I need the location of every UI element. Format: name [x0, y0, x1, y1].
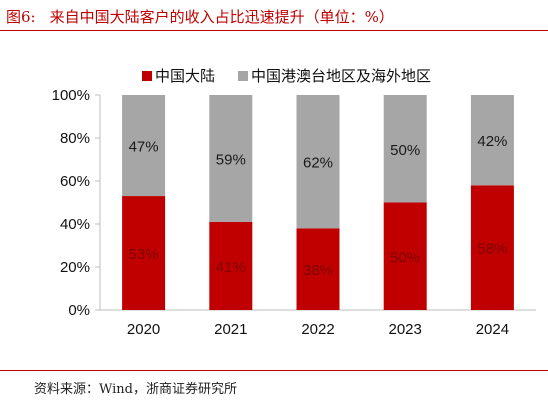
bar-segment — [122, 196, 166, 310]
data-label: 62% — [303, 155, 333, 172]
data-label: 58% — [477, 241, 507, 258]
x-tick-label: 2024 — [476, 321, 509, 338]
bar-segment — [209, 221, 253, 310]
figure-title: 图6: 来自中国大陆客户的收入占比迅速提升（单位：%） — [6, 6, 394, 27]
bar-segment — [470, 185, 514, 310]
y-tick-label: 20% — [60, 259, 90, 276]
data-label: 41% — [216, 259, 246, 276]
legend-label: 中国港澳台地区及海外地区 — [251, 68, 431, 85]
y-tick-label: 0% — [68, 302, 90, 319]
bar-segment — [383, 95, 427, 203]
bar-segment — [122, 95, 166, 197]
x-tick-label: 2023 — [389, 321, 422, 338]
y-tick-label: 40% — [60, 216, 90, 233]
source-divider — [0, 370, 548, 371]
y-tick-label: 60% — [60, 173, 90, 190]
title-divider — [0, 30, 548, 31]
legend-swatch — [142, 71, 152, 81]
x-tick-label: 2021 — [214, 321, 247, 338]
data-label: 38% — [303, 262, 333, 279]
data-label: 42% — [477, 133, 507, 150]
legend-label: 中国大陆 — [155, 68, 215, 85]
source-note: 资料来源：Wind，浙商证券研究所 — [34, 382, 237, 397]
bar-segment — [296, 228, 340, 310]
figure-number: 图6: — [6, 8, 36, 26]
bar-segment — [209, 95, 253, 222]
data-label: 59% — [216, 151, 246, 168]
x-tick-label: 2022 — [301, 321, 334, 338]
legend-swatch — [238, 71, 248, 81]
data-label: 47% — [129, 139, 159, 156]
stacked-bar-chart: 0% 20% 40% 60% 80% 100% 53% 47% 2020 41% 59% 2021 38… — [52, 68, 536, 338]
y-tick-label: 80% — [60, 130, 90, 147]
x-tick-label: 2020 — [127, 321, 160, 338]
bar-segment — [383, 202, 427, 310]
data-label: 53% — [129, 246, 159, 263]
bar-segment — [470, 95, 514, 186]
data-label: 50% — [390, 142, 420, 159]
bar-segment — [296, 95, 340, 229]
data-label: 50% — [390, 249, 420, 266]
y-tick-label: 100% — [52, 87, 90, 104]
figure-title-text: 来自中国大陆客户的收入占比迅速提升（单位：%） — [49, 8, 394, 26]
